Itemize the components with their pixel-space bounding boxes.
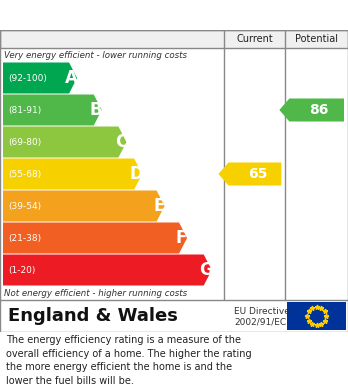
Text: 2002/91/EC: 2002/91/EC (235, 318, 287, 327)
Text: Not energy efficient - higher running costs: Not energy efficient - higher running co… (4, 289, 187, 298)
Text: (1-20): (1-20) (8, 265, 35, 274)
Text: Potential: Potential (295, 34, 338, 44)
Polygon shape (3, 255, 212, 285)
Text: D: D (130, 165, 143, 183)
Polygon shape (3, 63, 77, 93)
Text: EU Directive: EU Directive (235, 307, 290, 316)
Text: B: B (90, 101, 102, 119)
Text: Very energy efficient - lower running costs: Very energy efficient - lower running co… (4, 50, 187, 59)
Bar (0, 30, 348, 48)
Text: E: E (153, 197, 165, 215)
Polygon shape (279, 99, 344, 122)
Text: (69-80): (69-80) (8, 138, 41, 147)
Text: (92-100): (92-100) (8, 74, 47, 83)
Bar (0, 30, 348, 48)
Text: A: A (65, 69, 78, 87)
Polygon shape (3, 95, 102, 126)
Polygon shape (3, 222, 187, 253)
Text: (39-54): (39-54) (8, 201, 41, 210)
Text: (55-68): (55-68) (8, 170, 41, 179)
Polygon shape (3, 158, 142, 190)
Polygon shape (3, 190, 165, 221)
Text: G: G (199, 261, 213, 279)
Text: 65: 65 (248, 167, 267, 181)
Bar (287, 302, 346, 330)
Text: (81-91): (81-91) (8, 106, 41, 115)
Text: F: F (176, 229, 187, 247)
Text: C: C (115, 133, 127, 151)
Text: The energy efficiency rating is a measure of the
overall efficiency of a home. T: The energy efficiency rating is a measur… (6, 335, 252, 386)
Text: Current: Current (237, 34, 273, 44)
Polygon shape (219, 163, 282, 185)
Polygon shape (3, 127, 126, 158)
Text: 86: 86 (309, 103, 329, 117)
Text: Energy Efficiency Rating: Energy Efficiency Rating (9, 7, 219, 23)
Text: (21-38): (21-38) (8, 233, 41, 242)
Text: England & Wales: England & Wales (8, 307, 178, 325)
